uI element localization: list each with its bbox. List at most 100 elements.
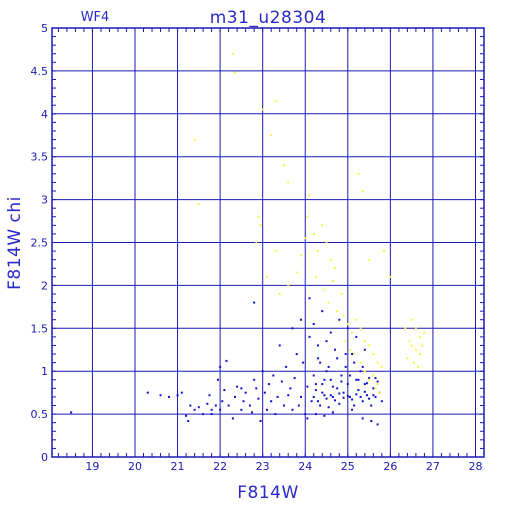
x-tick-label: 20 [128, 460, 142, 473]
data-point [255, 387, 258, 390]
data-point [261, 108, 264, 111]
data-point [327, 365, 330, 368]
series-points [193, 52, 426, 394]
data-point [323, 394, 326, 397]
data-point [308, 335, 311, 338]
data-point [406, 357, 409, 360]
x-tick-label: 26 [383, 460, 397, 473]
data-point [185, 414, 188, 417]
data-point [202, 413, 205, 416]
data-point [361, 400, 364, 403]
x-axis-ticks: 19 20 21 22 23 24 25 26 27 28 [85, 460, 482, 473]
data-point [382, 250, 385, 253]
data-point [295, 271, 298, 274]
data-point [312, 395, 315, 398]
data-point [336, 387, 339, 390]
data-point [219, 408, 222, 411]
data-point [417, 365, 420, 368]
y-tick-label: 3 [41, 194, 48, 207]
data-point [314, 413, 317, 416]
data-point [259, 419, 262, 422]
data-point [234, 395, 237, 398]
data-point [314, 275, 317, 278]
data-point [363, 348, 366, 351]
data-point [210, 413, 213, 416]
data-point [374, 377, 377, 380]
data-point [329, 394, 332, 397]
data-point [410, 318, 413, 321]
data-point [299, 254, 302, 257]
data-point [359, 395, 362, 398]
data-point [378, 391, 381, 394]
y-tick-label: 1.5 [31, 322, 49, 335]
data-point [359, 327, 362, 330]
data-point [280, 380, 283, 383]
data-point [159, 394, 162, 397]
data-point [359, 361, 362, 364]
data-point [317, 357, 320, 360]
data-point [412, 361, 415, 364]
data-point [312, 232, 315, 235]
data-point [270, 400, 273, 403]
x-tick-label: 21 [171, 460, 185, 473]
y-tick-label: 3.5 [31, 151, 49, 164]
data-point [297, 404, 300, 407]
data-point [338, 402, 341, 405]
data-point [253, 301, 256, 304]
data-point [353, 404, 356, 407]
data-point [251, 411, 254, 414]
data-point [404, 327, 407, 330]
data-point [353, 361, 356, 364]
data-point [321, 310, 324, 313]
data-point [308, 297, 311, 300]
y-tick-label: 1 [41, 365, 48, 378]
data-point [259, 224, 262, 227]
data-point [344, 365, 347, 368]
data-point [329, 258, 332, 261]
data-point [351, 331, 354, 334]
data-point [414, 327, 417, 330]
data-point [276, 395, 279, 398]
data-point [361, 190, 364, 193]
data-point [368, 397, 371, 400]
y-tick-label: 2 [41, 279, 48, 292]
data-point [308, 194, 311, 197]
data-point [274, 413, 277, 416]
data-point [370, 404, 373, 407]
data-point [408, 340, 411, 343]
data-point [389, 275, 392, 278]
data-point [293, 377, 296, 380]
y-tick-label: 0 [41, 451, 48, 464]
data-point [314, 383, 317, 386]
data-points [70, 52, 426, 426]
data-point [176, 394, 179, 397]
data-point [357, 378, 360, 381]
data-point [363, 340, 366, 343]
data-point [268, 383, 271, 386]
data-point [287, 284, 290, 287]
data-point [180, 391, 183, 394]
data-point [329, 331, 332, 334]
data-point [331, 395, 334, 398]
data-point [338, 318, 341, 321]
data-point [299, 318, 302, 321]
data-point [253, 378, 256, 381]
data-point [278, 292, 281, 295]
data-point [189, 404, 192, 407]
data-point [363, 383, 366, 386]
data-point [325, 340, 328, 343]
data-point [336, 310, 339, 313]
chart-subtitle: WF4 [81, 10, 110, 25]
y-tick-label: 4.5 [31, 65, 49, 78]
data-point [421, 344, 424, 347]
data-point [312, 323, 315, 326]
data-point [368, 378, 371, 381]
data-point [323, 288, 326, 291]
data-point [187, 419, 190, 422]
x-tick-label: 19 [85, 460, 99, 473]
y-tick-label: 4 [41, 108, 48, 121]
data-point [334, 267, 337, 270]
data-point [231, 52, 234, 55]
x-axis-label: F814W [237, 483, 299, 503]
data-point [321, 391, 324, 394]
